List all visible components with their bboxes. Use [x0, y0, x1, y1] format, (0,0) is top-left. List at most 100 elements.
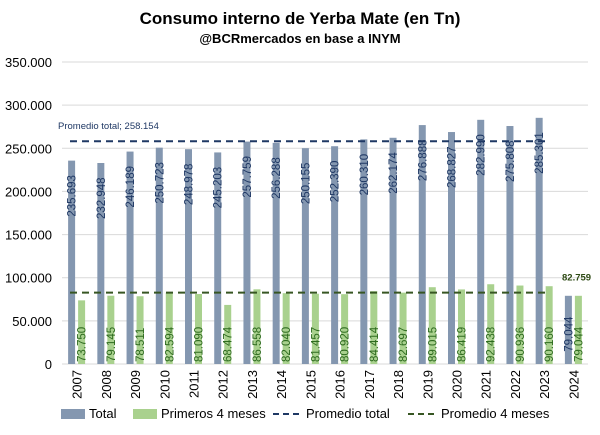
data-label-first-4-months: 68.474	[223, 326, 235, 362]
bar-first-4-months	[370, 291, 378, 364]
y-tick-label: 200.000	[5, 184, 52, 199]
bar-first-4-months	[399, 292, 407, 364]
reference-label-4-months: 82.759	[562, 273, 591, 284]
y-tick-label: 300.000	[5, 98, 52, 113]
y-tick-label: 250.000	[5, 141, 52, 156]
bar-first-4-months	[458, 289, 465, 364]
x-tick-label: 2009	[128, 370, 143, 399]
bar-first-4-months	[282, 293, 290, 364]
data-label-first-4-months: 81.090	[194, 327, 206, 362]
bar-first-4-months	[165, 292, 173, 364]
data-label-total: 262.174	[388, 152, 400, 194]
bar-total	[126, 151, 134, 364]
data-label-total: 257.759	[242, 156, 254, 198]
bar-total	[506, 126, 514, 365]
data-label-first-4-months: 81.457	[310, 327, 322, 362]
data-label-first-4-months: 90.936	[515, 327, 527, 362]
legend-label-total: Total	[89, 406, 117, 421]
x-tick-label: 2024	[566, 370, 581, 399]
data-label-total: 245.203	[213, 167, 225, 209]
x-tick-label: 2015	[303, 370, 318, 399]
x-tick-label: 2019	[420, 370, 435, 399]
data-label-total: 79.044	[563, 316, 575, 352]
data-label-total: 276.888	[417, 140, 429, 182]
bar-total	[389, 137, 397, 364]
data-label-total: 248.978	[184, 164, 196, 206]
bar-first-4-months	[253, 289, 261, 364]
data-label-total: 285.301	[534, 132, 546, 174]
data-label-first-4-months: 79.044	[573, 326, 585, 362]
data-label-total: 252.390	[330, 161, 342, 203]
x-tick-label: 2023	[537, 370, 552, 399]
data-label-total: 268.827	[447, 146, 459, 188]
legend: Total Primeros 4 meses Promedio total Prome…	[61, 406, 550, 421]
chart-subtitle: @BCRmercados en base a INYM	[199, 31, 400, 46]
bar-first-4-months	[545, 286, 553, 364]
y-tick-label: 50.000	[12, 314, 52, 329]
legend-label-total-average: Promedio total	[306, 406, 390, 421]
data-label-total: 275.808	[505, 140, 517, 182]
y-tick-label: 150.000	[5, 228, 52, 243]
bars	[68, 117, 582, 365]
x-axis-ticks: 2007 2008 2009 2010 2011 2012 2013 2014 2015 2016…	[70, 370, 582, 399]
data-label-first-4-months: 86.558	[252, 327, 264, 362]
data-label-first-4-months: 86.419	[457, 327, 469, 362]
bar-first-4-months	[428, 287, 436, 364]
bar-first-4-months	[224, 304, 232, 364]
data-label-total: 246.189	[125, 166, 137, 208]
chart-title: Consumo interno de Yerba Mate (en Tn)	[140, 9, 461, 28]
bar-total	[360, 139, 368, 364]
legend-label-4-month-average: Promedio 4 meses	[441, 406, 550, 421]
bar-total	[185, 149, 192, 364]
data-label-first-4-months: 92.438	[486, 327, 498, 362]
data-labels: 235.693 73.750 232.948 79.145 246.189 78.511 2…	[67, 132, 586, 362]
x-tick-label: 2007	[70, 370, 85, 399]
data-label-first-4-months: 73.750	[77, 327, 89, 362]
bar-first-4-months	[574, 295, 582, 364]
bar-total	[477, 119, 485, 364]
x-tick-label: 2018	[391, 370, 406, 399]
data-label-total: 250.723	[154, 162, 166, 204]
x-tick-label: 2011	[187, 370, 202, 398]
data-label-total: 256.288	[271, 157, 283, 199]
bar-first-4-months	[195, 294, 202, 364]
bar-first-4-months	[341, 294, 349, 364]
data-label-first-4-months: 79.145	[106, 327, 118, 362]
legend-swatch-total	[61, 409, 85, 419]
bar-first-4-months	[107, 295, 115, 364]
data-label-total: 235.693	[67, 175, 79, 217]
bar-total	[418, 125, 426, 365]
bar-total	[97, 162, 105, 364]
bar-first-4-months	[136, 296, 144, 364]
legend-label-first-4-months: Primeros 4 meses	[161, 406, 266, 421]
reference-lines: Promedio total; 258.154 82.759	[58, 121, 591, 294]
bar-total	[301, 148, 309, 364]
y-tick-label: 0	[45, 357, 52, 372]
y-tick-label: 100.000	[5, 271, 52, 286]
data-label-first-4-months: 82.040	[281, 327, 293, 362]
x-tick-label: 2021	[479, 370, 494, 399]
x-tick-label: 2010	[157, 370, 172, 399]
data-label-total: 260.310	[359, 154, 371, 196]
bar-total	[331, 146, 339, 364]
x-tick-label: 2012	[216, 370, 231, 399]
x-tick-label: 2014	[274, 370, 289, 399]
data-label-first-4-months: 82.697	[398, 327, 410, 362]
y-axis-ticks: 0 50.000 100.000 150.000 200.000 250.000 300.0…	[5, 55, 52, 372]
data-label-total: 250.155	[300, 163, 312, 205]
data-label-total: 232.948	[96, 177, 108, 219]
bar-total	[214, 152, 222, 364]
bar-first-4-months	[311, 293, 319, 364]
data-label-total: 282.990	[476, 134, 488, 176]
bar-total	[155, 147, 163, 364]
bar-first-4-months	[78, 300, 86, 364]
bar-total	[272, 142, 280, 364]
grid-lines	[62, 61, 588, 365]
bar-total	[243, 141, 251, 364]
data-label-first-4-months: 89.015	[427, 327, 439, 362]
x-tick-label: 2013	[245, 370, 260, 399]
x-tick-label: 2008	[99, 370, 114, 399]
x-tick-label: 2016	[333, 370, 348, 399]
x-tick-label: 2017	[362, 370, 377, 399]
